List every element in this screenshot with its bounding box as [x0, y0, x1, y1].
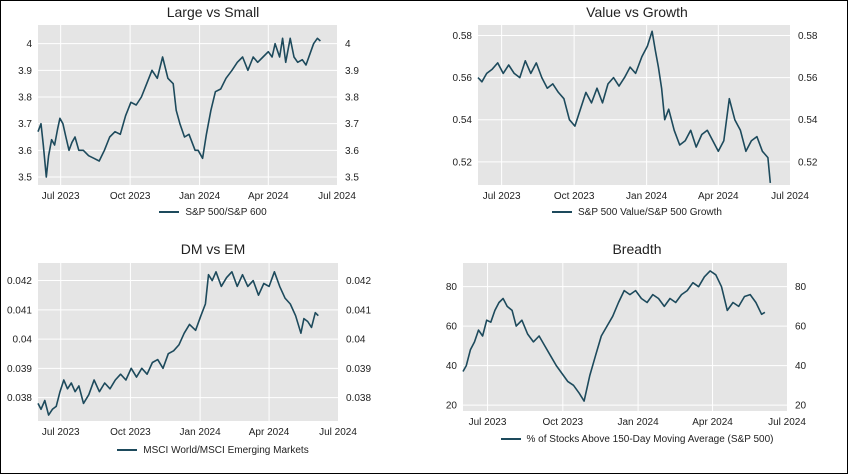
x-tick-label: Jul 2024	[771, 191, 809, 202]
y-tick-label-left: 0.042	[7, 276, 32, 287]
legend-line-swatch	[159, 211, 180, 214]
y-tick-label-right: 3.7	[345, 119, 359, 130]
y-tick-label-left: 3.6	[18, 146, 32, 157]
chart-title: Value vs Growth	[586, 4, 688, 20]
chart-legend[interactable]: % of Stocks Above 150-Day Moving Average…	[425, 434, 848, 445]
y-tick-label-right: 0.038	[346, 393, 371, 404]
y-tick-label-left: 0.039	[7, 364, 32, 375]
y-tick-label-right: 0.52	[798, 157, 818, 168]
x-tick-label: Jul 2024	[319, 427, 357, 438]
chart-value-vs-growth: 0.52 0.52 0.54 0.54 0.56 0.56 0.58 0.58 Jul 2023…	[453, 25, 818, 202]
x-tick-label: Jul 2023	[469, 417, 507, 428]
series-line	[462, 270, 766, 402]
y-tick-label-left: 0.04	[13, 335, 33, 346]
legend-line-swatch	[552, 211, 572, 214]
y-tick-label-left: 20	[446, 401, 458, 412]
y-tick-label-left: 0.58	[453, 31, 473, 42]
chart-dm-vs-em: 0.038 0.038 0.039 0.039 0.04 0.04 0.041 0.041 0.…	[7, 263, 371, 438]
legend-line-swatch	[117, 449, 138, 452]
x-tick-label: Apr 2024	[248, 191, 289, 202]
series-line	[37, 270, 319, 416]
y-tick-label-right: 4	[345, 39, 351, 50]
x-tick-label: Oct 2023	[110, 427, 151, 438]
x-tick-label: Oct 2023	[110, 191, 151, 202]
chart-title: Breadth	[612, 241, 662, 257]
x-tick-label: Jan 2024	[618, 417, 660, 428]
x-tick-label: Jan 2024	[180, 427, 222, 438]
y-tick-label-right: 0.042	[346, 276, 371, 287]
y-tick-label-right: 3.5	[345, 173, 359, 184]
y-tick-label-left: 0.041	[7, 305, 32, 316]
chart-panel-large-vs-small: Large vs Small 3.5 3.5 3.6 3.6 3.7 3.7 3.8 3.8 3…	[1, 1, 425, 238]
x-tick-label: Jul 2023	[483, 191, 521, 202]
series-line	[37, 37, 321, 178]
y-tick-label-right: 0.04	[346, 335, 366, 346]
plot-area	[478, 25, 790, 185]
y-tick-label-right: 0.039	[346, 364, 371, 375]
x-tick-label: Jul 2024	[318, 191, 356, 202]
chart-legend[interactable]: S&P 500/S&P 600	[1, 207, 425, 218]
chart-legend[interactable]: S&P 500 Value/S&P 500 Growth	[425, 207, 848, 218]
chart-panel-dm-vs-em: DM vs EM 0.038 0.038 0.039 0.039 0.04 0.04 0.0…	[1, 238, 425, 475]
chart-breadth: 20 20 40 40 60 60 80 80 Jul 2023 Oct 2023 Jan 2024…	[446, 263, 807, 428]
y-tick-label-right: 40	[795, 361, 807, 372]
chart-title: DM vs EM	[180, 241, 246, 257]
y-tick-label-right: 3.9	[345, 66, 359, 77]
x-tick-label: Jul 2023	[42, 427, 80, 438]
y-tick-label-left: 60	[446, 322, 458, 333]
y-tick-label-right: 0.56	[798, 73, 818, 84]
x-tick-label: Jan 2024	[179, 191, 221, 202]
y-tick-label-right: 60	[795, 322, 807, 333]
y-tick-label-left: 3.8	[18, 93, 32, 104]
x-tick-label: Jan 2024	[626, 191, 668, 202]
x-tick-label: Jul 2023	[42, 191, 80, 202]
y-tick-label-left: 0.52	[453, 157, 473, 168]
y-tick-label-right: 0.58	[798, 31, 818, 42]
series-line	[477, 30, 772, 183]
y-tick-label-left: 0.038	[7, 393, 32, 404]
y-tick-label-left: 80	[446, 282, 458, 293]
legend-label: MSCI World/MSCI Emerging Markets	[143, 445, 309, 456]
y-tick-label-left: 40	[446, 361, 458, 372]
y-tick-label-left: 0.56	[453, 73, 473, 84]
y-tick-label-left: 3.5	[18, 173, 32, 184]
x-tick-label: Apr 2024	[698, 191, 739, 202]
x-tick-label: Apr 2024	[692, 417, 733, 428]
chart-large-vs-small: 3.5 3.5 3.6 3.6 3.7 3.7 3.8 3.8 3.9 3.9 4 4 Jul 2023…	[18, 25, 359, 202]
x-tick-label: Oct 2023	[543, 417, 584, 428]
chart-panel-breadth: Breadth 20 20 40 40 60 60 80 80 Jul 2023 Oct 2023…	[425, 238, 848, 475]
y-tick-label-left: 0.54	[453, 115, 473, 126]
x-tick-label: Apr 2024	[249, 427, 290, 438]
y-tick-label-right: 0.54	[798, 115, 818, 126]
chart-legend[interactable]: MSCI World/MSCI Emerging Markets	[1, 445, 425, 456]
y-tick-label-left: 4	[26, 39, 32, 50]
legend-label: % of Stocks Above 150-Day Moving Average…	[526, 434, 774, 445]
y-tick-label-right: 80	[795, 282, 807, 293]
chart-panel-value-vs-growth: Value vs Growth 0.52 0.52 0.54 0.54 0.56 0.56…	[425, 1, 848, 238]
y-tick-label-right: 3.8	[345, 93, 359, 104]
y-tick-label-left: 3.9	[18, 66, 32, 77]
chart-title: Large vs Small	[166, 4, 260, 20]
legend-line-swatch	[500, 438, 521, 441]
x-tick-label: Jul 2024	[768, 417, 806, 428]
legend-label: S&P 500/S&P 600	[185, 207, 267, 218]
y-tick-label-right: 20	[795, 401, 807, 412]
y-tick-label-right: 0.041	[346, 305, 371, 316]
plot-area	[463, 263, 787, 411]
y-tick-label-left: 3.7	[18, 119, 32, 130]
y-tick-label-right: 3.6	[345, 146, 359, 157]
x-tick-label: Oct 2023	[554, 191, 595, 202]
legend-label: S&P 500 Value/S&P 500 Growth	[578, 207, 722, 218]
